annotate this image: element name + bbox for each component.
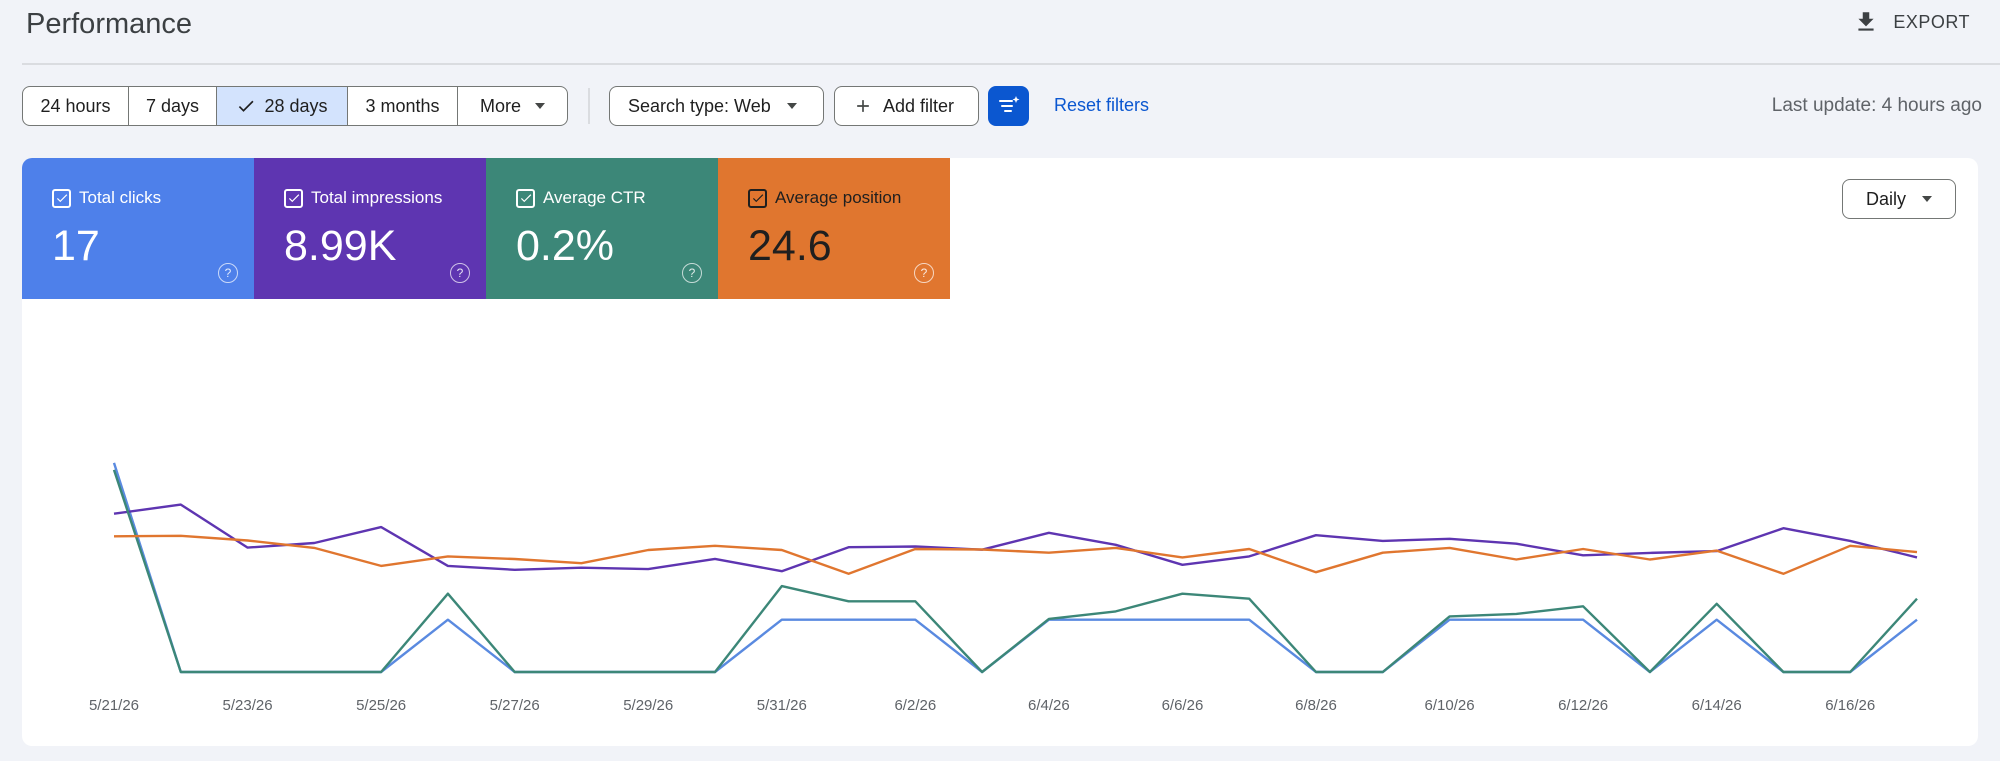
metric-label: Total impressions: [311, 188, 443, 207]
metric-value: 8.99K: [284, 222, 397, 270]
series-line-average-position: [113, 534, 1918, 575]
granularity-dropdown[interactable]: Daily: [1842, 179, 1956, 219]
range-7-days-button[interactable]: 7 days: [129, 87, 217, 125]
x-tick-label: 6/2/26: [894, 697, 936, 714]
more-label: More: [479, 95, 521, 116]
performance-card: Total clicks 17 ? Total impressions 8.99…: [22, 158, 1978, 746]
help-icon[interactable]: ?: [914, 263, 934, 283]
range-label: 3 months: [365, 95, 440, 116]
more-dropdown[interactable]: More: [458, 87, 567, 125]
x-tick-label: 6/10/26: [1425, 697, 1475, 714]
help-icon[interactable]: ?: [218, 263, 238, 283]
search-type-dropdown[interactable]: Search type: Web: [609, 86, 824, 126]
range-label: 7 days: [145, 95, 200, 116]
metric-value: 17: [52, 222, 100, 270]
x-tick-label: 5/27/26: [490, 697, 540, 714]
export-button[interactable]: EXPORT: [1853, 6, 1970, 38]
date-range-group: 24 hours 7 days 28 days 3 months More: [22, 86, 568, 126]
range-24-hours-button[interactable]: 24 hours: [23, 87, 129, 125]
x-tick-label: 5/21/26: [89, 697, 139, 714]
last-update-text: Last update: 4 hours ago: [1771, 95, 1982, 116]
download-icon: [1858, 12, 1874, 31]
add-filter-button[interactable]: Add filter: [834, 86, 979, 126]
series-line-average-ctr: [112, 469, 1918, 674]
metric-label: Total clicks: [79, 188, 162, 207]
toolbar-separator: [588, 88, 590, 124]
x-tick-label: 6/8/26: [1295, 697, 1337, 714]
checkbox-checked-icon[interactable]: [284, 188, 303, 208]
range-3-months-button[interactable]: 3 months: [348, 87, 458, 125]
chevron-down-icon: [786, 103, 797, 109]
metric-value: 0.2%: [516, 222, 615, 270]
header: Performance EXPORT: [0, 0, 2000, 64]
metric-value: 24.6: [748, 222, 832, 270]
range-28-days-button[interactable]: 28 days: [217, 87, 348, 125]
check-icon: [239, 100, 254, 112]
metric-total-clicks[interactable]: Total clicks 17 ?: [22, 158, 254, 299]
plus-icon: [857, 100, 869, 112]
checkbox-checked-icon[interactable]: [52, 188, 71, 208]
help-icon[interactable]: ?: [450, 263, 470, 283]
metric-average-ctr[interactable]: Average CTR 0.2% ?: [486, 158, 718, 299]
granularity-label: Daily: [1865, 188, 1906, 209]
filter-sparkle-icon: [998, 96, 1019, 112]
toolbar: 24 hours 7 days 28 days 3 months More Se…: [22, 86, 1982, 126]
x-tick-label: 5/23/26: [223, 697, 273, 714]
header-divider: [22, 63, 2000, 65]
search-type-label: Search type: Web: [628, 95, 771, 116]
x-tick-label: 6/6/26: [1162, 697, 1204, 714]
series-line-total-impressions: [113, 503, 1918, 573]
x-tick-label: 6/16/26: [1825, 697, 1875, 714]
export-label: EXPORT: [1893, 11, 1970, 32]
series-line-total-clicks: [112, 462, 1918, 674]
metric-average-position[interactable]: Average position 24.6 ?: [718, 158, 950, 299]
metric-total-impressions[interactable]: Total impressions 8.99K ?: [254, 158, 486, 299]
page-title: Performance: [26, 8, 193, 40]
metric-label: Average CTR: [543, 188, 646, 207]
range-label: 28 days: [264, 95, 328, 116]
checkbox-checked-icon[interactable]: [748, 188, 767, 208]
x-tick-label: 5/31/26: [757, 697, 807, 714]
performance-chart: 5/21/26 5/23/26 5/25/26 5/27/26 5/29/26 5/31/…: [89, 462, 1918, 714]
range-label: 24 hours: [40, 95, 111, 116]
reset-filters-link[interactable]: Reset filters: [1054, 95, 1150, 115]
filter-sparkle-button[interactable]: [988, 86, 1029, 126]
x-tick-label: 6/14/26: [1692, 697, 1742, 714]
x-tick-label: 6/4/26: [1028, 697, 1070, 714]
chevron-down-icon: [535, 103, 545, 109]
x-tick-label: 5/29/26: [623, 697, 673, 714]
metric-label: Average position: [775, 188, 902, 207]
x-tick-label: 6/12/26: [1558, 697, 1608, 714]
help-icon[interactable]: ?: [682, 263, 702, 283]
checkbox-checked-icon[interactable]: [516, 188, 535, 208]
x-tick-label: 5/25/26: [356, 697, 406, 714]
add-filter-label: Add filter: [883, 95, 955, 116]
chevron-down-icon: [1922, 196, 1932, 202]
